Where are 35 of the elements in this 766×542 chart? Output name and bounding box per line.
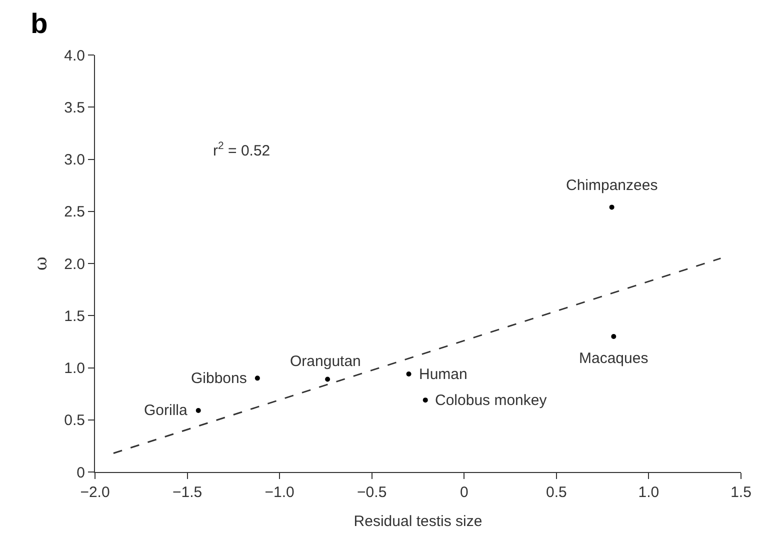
y-tick-label: 3.0 [64, 152, 85, 168]
annotation: Chimpanzees [566, 177, 658, 194]
point [406, 372, 412, 377]
y-tick-label: 1.0 [64, 360, 85, 377]
y-tick-label: 2.0 [64, 256, 85, 273]
point [609, 204, 614, 210]
annotation: Macaques [579, 350, 648, 367]
x-tick-label: 0.5 [546, 484, 567, 501]
x-tick-label: 1.5 [730, 484, 752, 501]
point [254, 376, 260, 381]
y-tick-label: 0 [76, 464, 85, 482]
y-tick-label: 2.5 [64, 204, 85, 221]
point [196, 408, 201, 413]
x-tick-label: 1.0 [638, 484, 660, 501]
y-axis-title: ω [32, 256, 52, 270]
annotation: Orangutan [290, 353, 361, 370]
y-tick-label: 4.0 [64, 47, 85, 64]
y-tick-label: 0.5 [64, 412, 85, 430]
x-tick-label: 0 [460, 484, 468, 501]
x-tick-label: −0.5 [357, 484, 387, 501]
y-tick-label: 1.5 [64, 308, 85, 325]
point [611, 334, 616, 339]
annotation: Human [419, 366, 468, 383]
annotation: Gibbons [191, 370, 247, 387]
annotation: r$^{2}$ = 0.52 [213, 140, 270, 160]
point [422, 398, 428, 403]
annotation: Colobus monkey [435, 392, 548, 409]
x-tick-label: −1.0 [264, 484, 294, 501]
point [325, 376, 330, 382]
chart-title: b [30, 8, 48, 40]
x-tick-label: −1.5 [172, 484, 202, 501]
x-axis-title: Residual testis size [354, 513, 482, 530]
annotation: Gorilla [144, 402, 188, 419]
y-tick-label: 3.5 [64, 99, 85, 116]
x-tick-label: −2.0 [80, 484, 110, 501]
